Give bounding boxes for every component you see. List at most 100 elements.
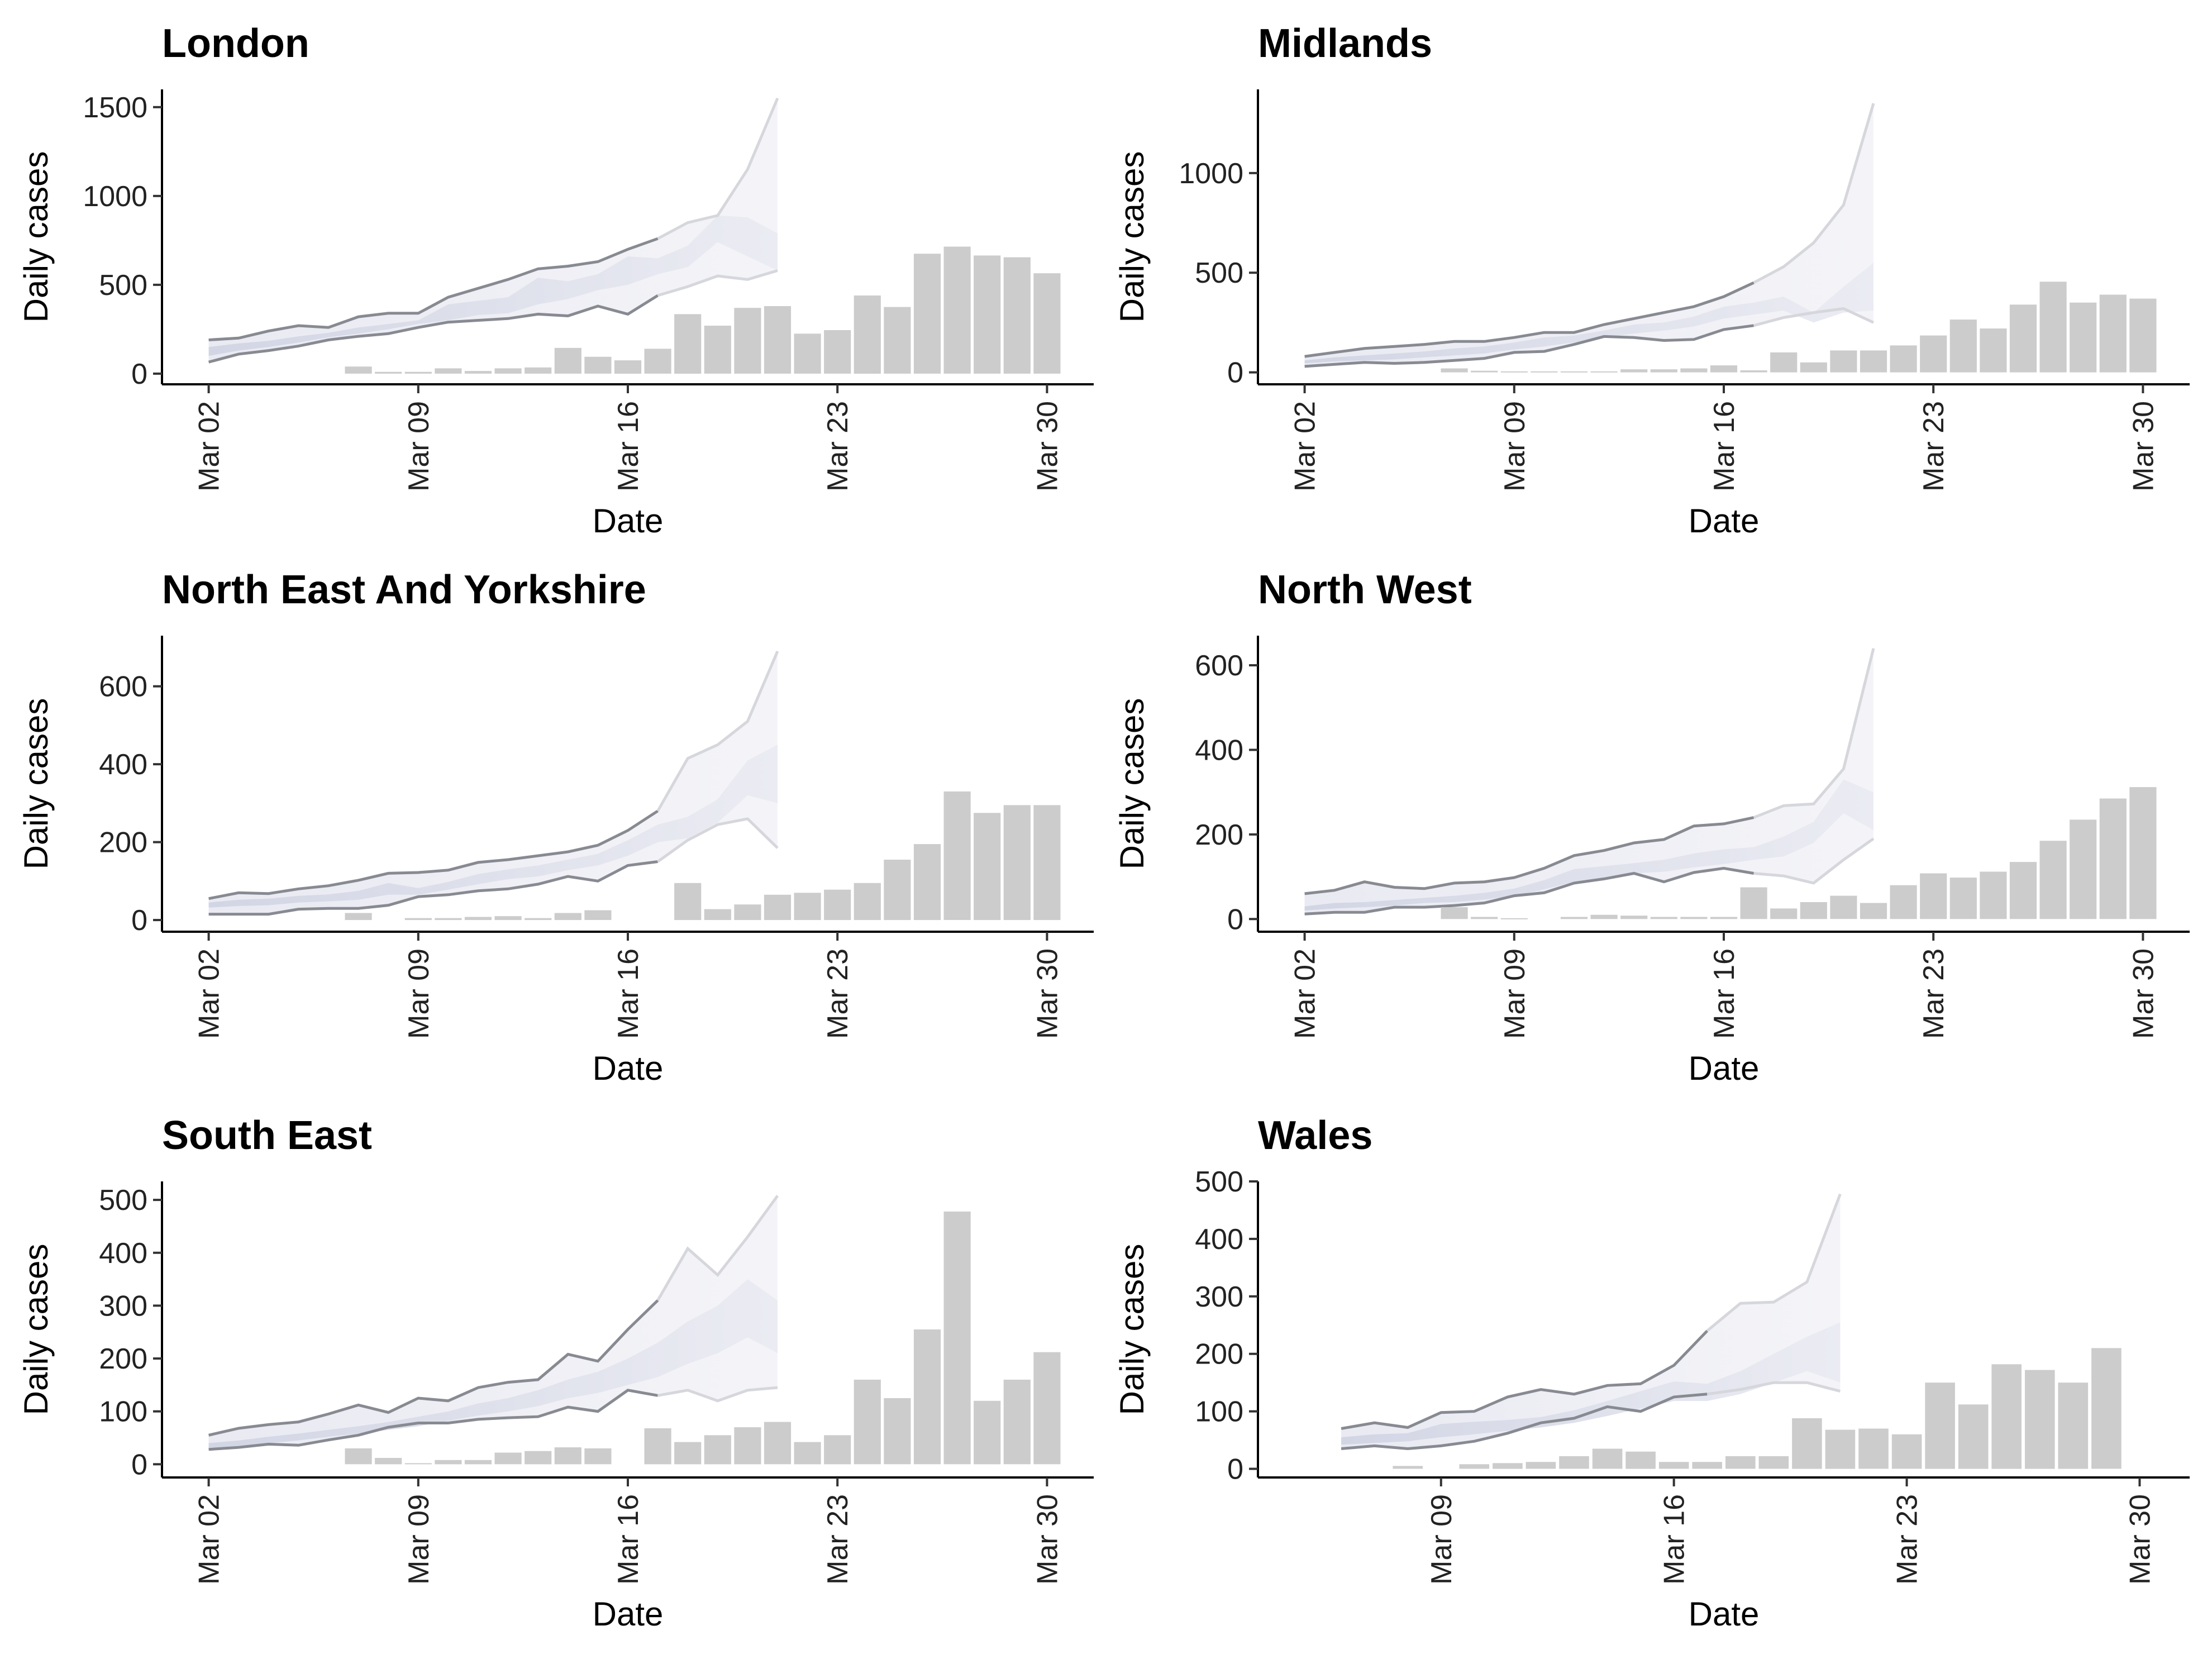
case-bar [1625,1451,1656,1469]
x-tick-label: Mar 23 [822,1494,854,1585]
panel-north-east-and-yorkshire: North East And Yorkshire Daily cases Dat… [17,568,1094,1087]
y-tick-label: 0 [1227,1453,1243,1486]
case-bar [1003,805,1031,921]
case-bar [1471,370,1498,373]
case-bar [404,918,432,921]
estimate-band-inner [208,745,778,908]
case-bar [1920,335,1947,373]
case-bar [1925,1382,1955,1469]
lower-bound-line-estimate [208,860,658,916]
case-bar [464,1460,492,1465]
case-bar [913,1329,941,1465]
case-bar [494,916,522,921]
panel-title: Wales [1258,1113,1372,1158]
case-bar [854,1379,881,1465]
case-bar [974,1400,1001,1465]
case-bar [584,1448,612,1465]
case-bar [1560,917,1588,919]
upper-bound-line-estimate [1304,816,1755,895]
y-tick-label: 0 [1227,903,1243,936]
case-bar [824,330,851,374]
panel-south-east: South East Daily cases Date 0 100 200 300 40… [17,1113,1094,1633]
y-tick-label: 400 [99,1237,147,1270]
case-bar [1560,371,1588,373]
case-bar [674,314,702,374]
case-bar [435,918,462,921]
x-tick-label: Mar 23 [1918,948,1950,1039]
y-axis-title: Daily cases [17,151,55,323]
y-tick-label: 0 [1227,357,1243,389]
panel-title: Midlands [1258,21,1432,66]
case-bar [1680,368,1708,373]
case-bar [1459,1464,1490,1469]
y-axis-title: Daily cases [1113,151,1151,323]
y-tick-label: 500 [99,269,147,302]
case-bar [1590,914,1618,919]
case-bar [1949,878,1977,919]
case-bar [494,1452,522,1465]
estimate-band-inner [1341,1322,1841,1445]
case-bar [404,371,432,374]
y-tick-label: 0 [131,904,147,937]
case-bar [1620,916,1648,919]
panel-london: London Daily cases Date 0 500 1000 1500 Mar … [17,21,1094,540]
upper-bound-line-estimate [208,237,659,341]
case-bar [554,1447,581,1465]
case-bar [525,1451,552,1465]
case-bar [435,1460,462,1465]
case-bar [734,1427,761,1465]
case-bar [2039,841,2067,919]
lower-bound-line-forecast [1753,307,1875,327]
y-tick-label: 400 [1195,734,1243,766]
case-bar [1500,918,1528,919]
case-bar [375,1458,402,1465]
y-tick-label: 100 [99,1396,147,1428]
case-bar [974,813,1001,921]
case-bar [1003,1379,1031,1465]
case-bar [1559,1456,1589,1469]
case-bar [1830,895,1857,919]
case-bar [1033,273,1061,374]
x-tick-label: Mar 23 [822,948,854,1039]
case-bar [674,883,702,921]
x-tick-label: Mar 02 [193,948,226,1039]
case-bar [1710,365,1738,373]
y-tick-label: 600 [99,671,147,703]
y-tick-label: 300 [99,1290,147,1322]
case-bar [704,909,731,921]
y-tick-label: 200 [99,1343,147,1375]
case-bar [913,254,941,374]
upper-bound-line-forecast [1753,103,1875,284]
case-bar [614,360,642,374]
upper-bound-line-estimate [208,1299,659,1437]
case-bar [1650,369,1677,373]
x-tick-label: Mar 30 [1031,948,1064,1039]
case-bar [1740,887,1767,919]
x-tick-label: Mar 16 [1658,1494,1691,1585]
case-bar [525,918,552,921]
case-bar [943,791,971,920]
case-bar [2129,787,2157,919]
x-axis-title: Date [593,502,664,540]
x-tick-label: Mar 23 [1891,1494,1924,1585]
case-bar [1590,371,1618,373]
case-bar [1441,368,1468,373]
case-bar [2070,302,2097,373]
y-tick-label: 600 [1195,650,1243,682]
case-bar [1770,352,1798,373]
upper-bound-line-estimate [208,809,659,900]
case-bar [2025,1370,2055,1469]
case-bar [644,349,671,374]
case-bar [1680,917,1708,919]
case-bar [1830,350,1857,373]
y-tick-label: 400 [99,749,147,781]
upper-bound-line-forecast [657,97,779,240]
x-axis-title: Date [1689,1050,1760,1087]
estimate-band-inner [208,1279,778,1448]
upper-bound-line-estimate [1341,1329,1708,1430]
case-bar [1033,1352,1061,1465]
case-bar [674,1442,702,1465]
x-tick-label: Mar 30 [2127,948,2159,1039]
case-bar [1393,1466,1423,1469]
case-bar [824,1435,851,1465]
